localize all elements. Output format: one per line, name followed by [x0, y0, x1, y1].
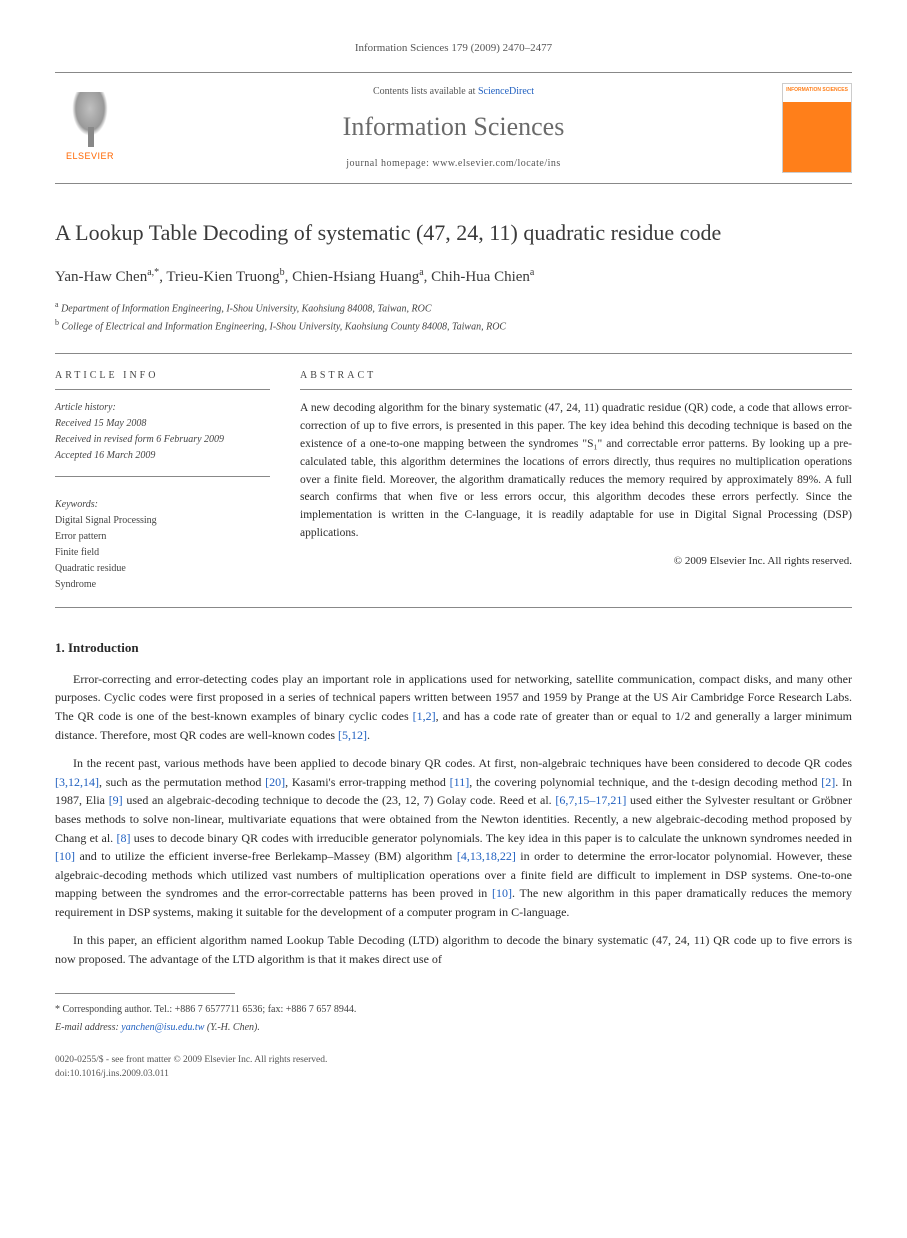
history-revised: Received in revised form 6 February 2009: [55, 432, 270, 448]
intro-para-3: In this paper, an efficient algorithm na…: [55, 931, 852, 968]
corresponding-email-line: E-mail address: yanchen@isu.edu.tw (Y.-H…: [55, 1020, 852, 1035]
p2-text-a: In the recent past, various methods have…: [73, 756, 852, 770]
keyword-item: Syndrome: [55, 577, 270, 593]
ref-link[interactable]: [1,2]: [413, 709, 436, 723]
ref-link[interactable]: [11]: [450, 775, 470, 789]
article-info-block: ARTICLE INFO Article history: Received 1…: [55, 368, 270, 593]
ref-link[interactable]: [3,12,14]: [55, 775, 99, 789]
journal-homepage-line: journal homepage: www.elsevier.com/locat…: [140, 156, 767, 171]
homepage-prefix: journal homepage:: [346, 158, 432, 169]
email-suffix: (Y.-H. Chen).: [204, 1022, 259, 1033]
author-4: Chih-Hua Chien: [431, 269, 530, 285]
keywords-label: Keywords:: [55, 497, 270, 513]
history-accepted: Accepted 16 March 2009: [55, 448, 270, 464]
author-1: Yan-Haw Chen: [55, 269, 147, 285]
p2-text-d: , the covering polynomial technique, and…: [469, 775, 821, 789]
author-list: Yan-Haw Chena,*, Trieu-Kien Truongb, Chi…: [55, 265, 852, 289]
homepage-url[interactable]: www.elsevier.com/locate/ins: [432, 158, 560, 169]
keyword-item: Quadratic residue: [55, 561, 270, 577]
aff-b-text: College of Electrical and Information En…: [62, 321, 507, 332]
ref-link[interactable]: [4,13,18,22]: [457, 849, 516, 863]
contents-prefix: Contents lists available at: [373, 86, 478, 97]
doi-line: doi:10.1016/j.ins.2009.03.011: [55, 1067, 852, 1081]
aff-b-sup: b: [55, 318, 59, 327]
intro-para-1: Error-correcting and error-detecting cod…: [55, 670, 852, 744]
sciencedirect-link[interactable]: ScienceDirect: [478, 86, 534, 97]
keywords-block: Keywords: Digital Signal Processing Erro…: [55, 497, 270, 593]
journal-cover-thumbnail: INFORMATION SCIENCES: [782, 83, 852, 173]
cover-title-text: INFORMATION SCIENCES: [783, 84, 851, 102]
email-link[interactable]: yanchen@isu.edu.tw: [121, 1022, 204, 1033]
footnote-separator: [55, 993, 235, 1002]
banner-center: Contents lists available at ScienceDirec…: [140, 84, 767, 171]
ref-link[interactable]: [6,7,15–17,21]: [555, 793, 626, 807]
article-title: A Lookup Table Decoding of systematic (4…: [55, 219, 852, 248]
p1-text-c: .: [367, 728, 370, 742]
affiliation-b: b College of Electrical and Information …: [55, 317, 852, 335]
author-2: Trieu-Kien Truong: [166, 269, 279, 285]
article-history: Article history: Received 15 May 2008 Re…: [55, 400, 270, 477]
aff-a-sup: a: [55, 300, 59, 309]
ref-link[interactable]: [5,12]: [338, 728, 367, 742]
journal-title: Information Sciences: [140, 107, 767, 146]
elsevier-tree-icon: [65, 92, 115, 147]
author-3: Chien-Hsiang Huang: [292, 269, 419, 285]
bottom-metadata: 0020-0255/$ - see front matter © 2009 El…: [55, 1053, 852, 1082]
p2-text-f: used an algebraic-decoding technique to …: [123, 793, 556, 807]
history-received: Received 15 May 2008: [55, 416, 270, 432]
abstract-text: A new decoding algorithm for the binary …: [300, 400, 852, 543]
author-3-sup: a: [419, 267, 423, 278]
ref-link[interactable]: [10]: [55, 849, 75, 863]
p2-text-i: and to utilize the efficient inverse-fre…: [75, 849, 457, 863]
corresponding-author-line: * Corresponding author. Tel.: +886 7 657…: [55, 1002, 852, 1017]
journal-reference: Information Sciences 179 (2009) 2470–247…: [55, 40, 852, 57]
abstract-copyright: © 2009 Elsevier Inc. All rights reserved…: [300, 553, 852, 570]
ref-link[interactable]: [2]: [821, 775, 835, 789]
p2-text-c: , Kasami's error-trapping method: [285, 775, 450, 789]
author-1-sup: a,*: [147, 267, 159, 278]
ref-link[interactable]: [20]: [265, 775, 285, 789]
abstract-heading: ABSTRACT: [300, 368, 852, 390]
email-label: E-mail address:: [55, 1022, 121, 1033]
p2-text-h: uses to decode binary QR codes with irre…: [130, 831, 852, 845]
journal-banner: ELSEVIER Contents lists available at Sci…: [55, 72, 852, 184]
info-abstract-row: ARTICLE INFO Article history: Received 1…: [55, 353, 852, 608]
author-2-sup: b: [280, 267, 285, 278]
keyword-item: Error pattern: [55, 529, 270, 545]
article-info-heading: ARTICLE INFO: [55, 368, 270, 390]
ref-link[interactable]: [9]: [109, 793, 123, 807]
elsevier-logo: ELSEVIER: [55, 88, 125, 168]
ref-link[interactable]: [8]: [116, 831, 130, 845]
aff-a-text: Department of Information Engineering, I…: [61, 303, 431, 314]
abstract-block: ABSTRACT A new decoding algorithm for th…: [300, 368, 852, 593]
affiliation-a: a Department of Information Engineering,…: [55, 299, 852, 317]
contents-available-line: Contents lists available at ScienceDirec…: [140, 84, 767, 99]
intro-para-2: In the recent past, various methods have…: [55, 754, 852, 921]
section-1-title: 1. Introduction: [55, 638, 852, 658]
author-4-sup: a: [530, 267, 534, 278]
affiliations: a Department of Information Engineering,…: [55, 299, 852, 336]
p2-text-b: , such as the permutation method: [99, 775, 265, 789]
issn-copyright-line: 0020-0255/$ - see front matter © 2009 El…: [55, 1053, 852, 1067]
elsevier-wordmark: ELSEVIER: [66, 150, 114, 164]
history-label: Article history:: [55, 400, 270, 416]
keyword-item: Digital Signal Processing: [55, 513, 270, 529]
ref-link[interactable]: [10]: [492, 886, 512, 900]
keyword-item: Finite field: [55, 545, 270, 561]
